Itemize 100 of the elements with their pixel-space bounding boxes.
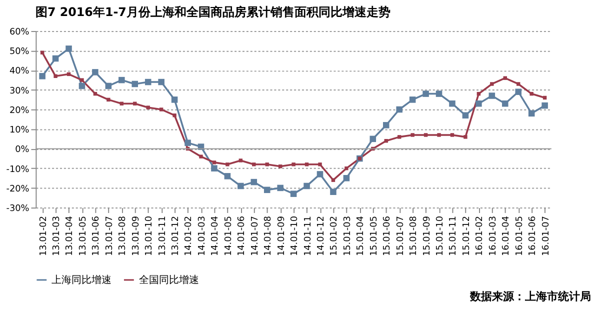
point <box>158 78 164 86</box>
point <box>277 184 284 192</box>
point <box>133 102 137 106</box>
point <box>422 90 429 97</box>
y-tick-label: 30% <box>9 86 30 96</box>
x-tick-label: 13.01-10 <box>144 216 155 256</box>
point <box>396 106 402 113</box>
point <box>250 178 258 186</box>
point <box>132 80 138 88</box>
x-tick-label: 14.01-12 <box>316 216 326 256</box>
x-tick-label: 13.01-11 <box>158 216 168 256</box>
x-tick-label: 15.01-07 <box>396 216 406 256</box>
point <box>316 171 324 178</box>
point <box>80 78 84 82</box>
point <box>52 55 59 62</box>
point <box>304 162 309 166</box>
point <box>226 162 230 166</box>
point <box>304 182 310 190</box>
y-tick-label: -30% <box>6 204 30 214</box>
point <box>106 98 110 102</box>
x-tick-label: 15.01-04 <box>356 216 366 256</box>
point <box>252 162 256 166</box>
point <box>450 133 454 137</box>
point <box>265 162 269 166</box>
point <box>212 160 216 164</box>
y-tick-label: 50% <box>9 47 30 58</box>
x-tick-label: 15.01-05 <box>369 216 380 256</box>
legend-label: 上海同比增速 <box>52 274 112 286</box>
point <box>409 96 416 103</box>
point <box>159 108 164 112</box>
point <box>462 112 469 119</box>
y-tick-label: -10% <box>6 164 30 175</box>
point <box>331 178 336 182</box>
point <box>120 102 124 106</box>
x-tick-label: 13.01-07 <box>104 216 115 256</box>
x-tick-label: 13.01-05 <box>78 216 88 256</box>
point <box>370 136 376 142</box>
x-tick-label: 14.01-09 <box>276 216 287 256</box>
point <box>184 140 191 146</box>
x-tick-label: 16.01-04 <box>502 216 512 256</box>
x-tick-label: 13.01-04 <box>65 216 76 256</box>
x-tick-label: 14.01-08 <box>264 216 274 256</box>
x-tick-label: 14.01-10 <box>290 216 300 256</box>
point <box>78 82 86 90</box>
point <box>238 182 244 190</box>
legend-label: 全国同比增速 <box>138 274 199 286</box>
point <box>105 82 112 90</box>
x-tick-label: 16.01-07 <box>541 216 552 256</box>
y-tick-label: 10% <box>9 126 30 136</box>
x-tick-label: 15.01-11 <box>448 216 459 256</box>
point <box>502 100 508 107</box>
point <box>476 100 482 107</box>
y-tick-label: -20% <box>6 184 30 194</box>
point <box>516 82 520 86</box>
point <box>410 133 414 137</box>
point <box>146 106 150 110</box>
x-tick-label: 13.01-09 <box>131 216 142 256</box>
point <box>144 78 152 86</box>
point <box>542 102 548 109</box>
point <box>238 158 243 162</box>
point <box>172 114 176 118</box>
point <box>437 133 441 137</box>
point <box>464 135 468 139</box>
y-tick-label: 60% <box>9 27 30 38</box>
source-note: 数据来源：上海市统计局 <box>469 290 592 303</box>
x-tick-label: 13.01-03 <box>52 216 62 256</box>
point <box>292 162 296 166</box>
x-tick-label: 15.01-08 <box>409 216 420 256</box>
point <box>66 46 72 52</box>
point <box>40 50 44 54</box>
x-tick-label: 13.01-02 <box>38 216 49 256</box>
x-tick-label: 15.01-02 <box>330 216 340 256</box>
point <box>330 188 336 195</box>
point <box>92 69 98 76</box>
point <box>515 88 522 95</box>
x-tick-label: 14.01-04 <box>210 216 221 256</box>
x-tick-label: 14.01-03 <box>197 216 208 256</box>
x-tick-label: 15.01-09 <box>422 216 432 256</box>
point <box>344 166 348 170</box>
point <box>290 190 297 197</box>
x-tick-label: 13.01-06 <box>92 216 102 256</box>
point <box>382 122 390 128</box>
point <box>318 162 322 166</box>
x-tick-label: 14.01-11 <box>303 216 314 256</box>
x-tick-label: 16.01-03 <box>488 216 498 256</box>
point <box>171 96 178 103</box>
x-tick-label: 14.01-02 <box>184 216 194 256</box>
x-tick-label: 13.01-12 <box>171 216 182 256</box>
x-tick-label: 14.01-06 <box>237 216 248 256</box>
point <box>449 100 456 107</box>
y-tick-label: 0% <box>15 145 30 156</box>
x-tick-label: 15.01-10 <box>435 216 446 256</box>
x-tick-label: 16.01-05 <box>514 216 525 256</box>
point <box>503 76 507 80</box>
point <box>488 92 496 99</box>
point <box>199 154 203 158</box>
point <box>264 186 270 194</box>
x-tick-label: 16.01-02 <box>475 216 486 256</box>
point <box>490 82 494 86</box>
point <box>397 135 402 139</box>
